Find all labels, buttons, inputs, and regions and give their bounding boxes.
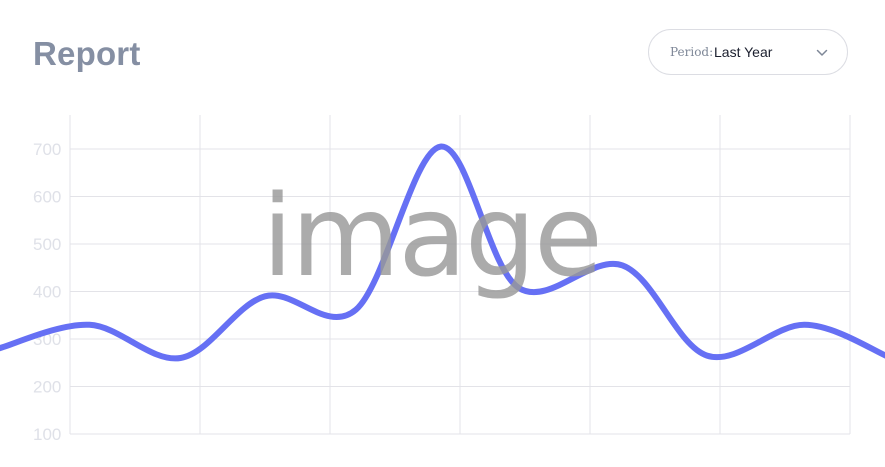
chevron-down-icon	[816, 49, 828, 56]
y-tick-label: 200	[33, 378, 61, 397]
period-select[interactable]: Period: Last Year	[648, 29, 848, 75]
y-tick-label: 600	[33, 188, 61, 207]
period-value: Last Year	[714, 44, 773, 60]
series-line	[0, 143, 885, 362]
page-title: Report	[33, 35, 141, 72]
period-label: Period:	[670, 45, 714, 59]
y-tick-label: 500	[33, 235, 61, 254]
y-tick-label: 700	[33, 140, 61, 159]
y-tick-label: 100	[33, 425, 61, 444]
y-tick-label: 400	[33, 283, 61, 302]
